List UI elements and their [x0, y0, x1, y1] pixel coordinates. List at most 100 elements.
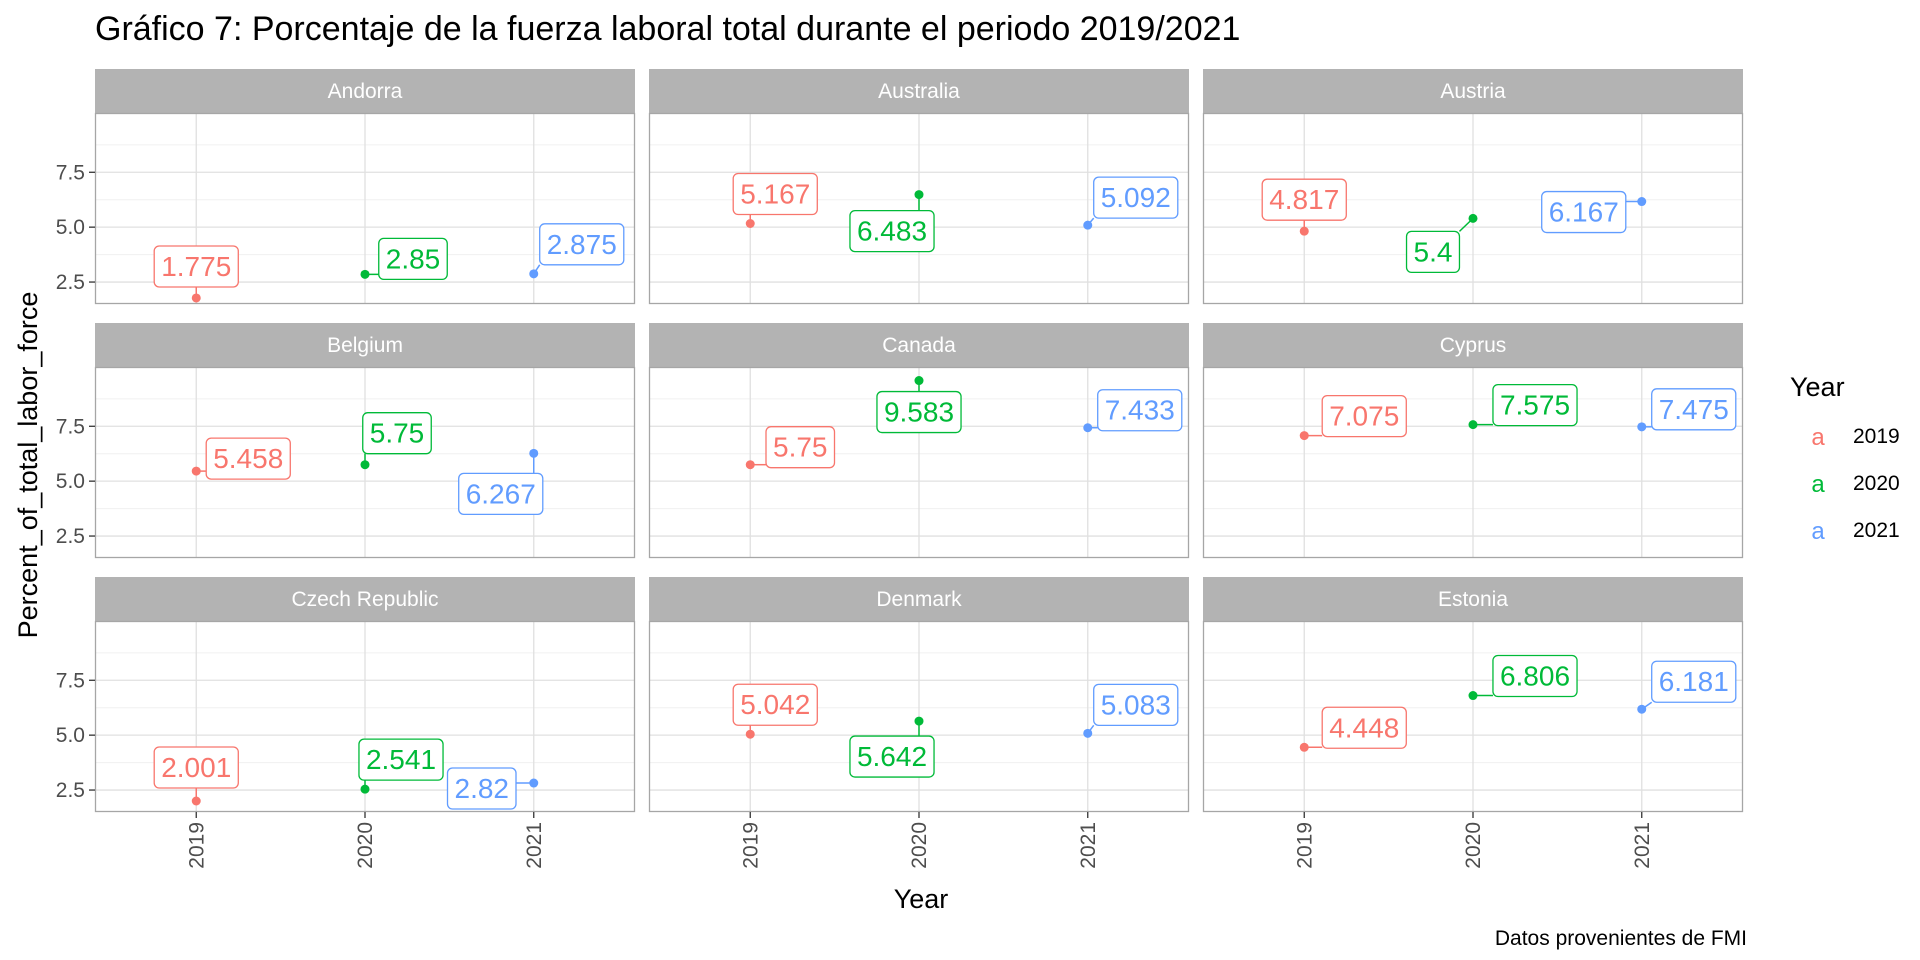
panel-border: [1202, 366, 1744, 559]
data-label-box: [446, 767, 517, 810]
data-label: 5.167: [740, 178, 810, 209]
data-label: 5.75: [773, 432, 828, 463]
data-label-box: [1321, 706, 1407, 749]
legend: Year a 2019 a 2020 a 2021: [1790, 372, 1900, 545]
chart-title: Gráfico 7: Porcentaje de la fuerza labor…: [95, 10, 1240, 48]
legend-title: Year: [1790, 372, 1845, 402]
data-label: 2.541: [366, 744, 436, 775]
chart-caption: Datos provenientes de FMI: [1495, 927, 1747, 950]
data-label-box: [1097, 389, 1183, 432]
data-label: 5.042: [740, 689, 810, 720]
label-connector: [1641, 701, 1653, 710]
data-label-box: [1093, 683, 1179, 726]
data-label: 5.4: [1414, 236, 1453, 267]
data-label: 2.85: [386, 243, 441, 274]
panel-border: [1202, 112, 1744, 305]
facet-strip-label: Austria: [1440, 80, 1506, 103]
data-label: 6.181: [1659, 666, 1729, 697]
facet-strip-label: Czech Republic: [291, 588, 438, 611]
panel-border: [648, 366, 1190, 559]
x-axis-title: Year: [894, 884, 949, 914]
data-label-box: [458, 472, 544, 515]
y-tick-label: 5.0: [56, 470, 85, 493]
facet-strip: [95, 323, 635, 367]
data-label-box: [1321, 394, 1407, 438]
facet-panel: Austria 4.817 5.4 6.167: [1202, 69, 1744, 305]
data-label-box: [378, 237, 448, 281]
data-label-box: [732, 172, 818, 216]
x-axis: 2019 2020 2021 2019 2020 2021 2019 2020 2021: [185, 812, 1654, 869]
data-label: 9.583: [884, 397, 954, 428]
facet-strip-label: Denmark: [876, 588, 962, 611]
facet-strip: [649, 69, 1189, 113]
data-label: 4.448: [1329, 712, 1399, 743]
legend-entry-label: 2019: [1853, 425, 1900, 448]
data-label: 1.775: [161, 251, 231, 282]
x-tick-label: 2019: [185, 822, 208, 869]
data-label: 6.806: [1500, 661, 1570, 692]
x-tick-label: 2020: [1462, 822, 1485, 869]
legend-key-icon: a: [1811, 424, 1825, 451]
facet-panel: Denmark 5.042 5.642 5.083: [648, 577, 1190, 813]
y-tick-label: 7.5: [56, 161, 85, 184]
facet-strip: [95, 69, 635, 113]
data-label: 2.82: [455, 773, 510, 804]
facet-panel: Canada 5.75 9.583 7.433: [648, 323, 1190, 559]
label-connector: [533, 264, 541, 275]
facet-panel: Estonia 4.448 6.806 6.181: [1202, 577, 1744, 813]
y-tick-label: 5.0: [56, 724, 85, 747]
facet-strip-label: Belgium: [327, 334, 403, 357]
data-label-box: [362, 412, 432, 455]
data-label-box: [876, 390, 962, 434]
label-connector: [1458, 217, 1474, 232]
data-label-box: [1261, 178, 1347, 221]
data-label: 6.483: [857, 216, 927, 247]
data-label: 2.875: [547, 229, 617, 260]
data-label: 5.083: [1101, 689, 1171, 720]
data-label: 2.001: [161, 752, 231, 783]
y-tick-label: 2.5: [56, 525, 85, 548]
data-label: 7.475: [1659, 394, 1729, 425]
data-label: 5.642: [857, 741, 927, 772]
facet-panel: Czech Republic 2.001 2.541 2.82: [94, 577, 636, 813]
data-label-box: [1492, 654, 1578, 698]
panel-border: [648, 620, 1190, 813]
y-tick-label: 7.5: [56, 415, 85, 438]
x-tick-label: 2020: [354, 822, 377, 869]
data-label: 5.75: [370, 418, 425, 449]
panel-border: [94, 620, 636, 813]
data-label-box: [1492, 383, 1578, 427]
facet-panel: Belgium 5.458 5.75 6.267: [94, 323, 636, 559]
panel-border: [94, 366, 636, 559]
facet-panels: Andorra 1.775 2.85 2.875 Australia 5.167 6.483…: [94, 69, 1744, 813]
y-tick-label: 2.5: [56, 779, 85, 802]
data-label-box: [539, 223, 625, 266]
data-label-box: [849, 209, 935, 253]
facet-strip-label: Andorra: [328, 80, 403, 103]
legend-key-icon: a: [1811, 518, 1825, 545]
y-axis-title: Percent_of_total_labor_force: [13, 292, 43, 639]
y-tick-label: 7.5: [56, 669, 85, 692]
data-label-box: [153, 746, 239, 789]
facet-strip: [649, 323, 1189, 367]
facet-strip-label: Canada: [882, 334, 956, 357]
data-label-box: [1541, 190, 1627, 234]
data-label: 5.092: [1101, 182, 1171, 213]
data-label-box: [1651, 388, 1737, 431]
x-tick-label: 2021: [1631, 822, 1654, 869]
panel-border: [94, 112, 636, 305]
data-label: 7.075: [1329, 401, 1399, 432]
legend-key-icon: a: [1811, 471, 1825, 498]
data-label-box: [765, 426, 836, 469]
legend-entry-label: 2021: [1853, 519, 1900, 542]
data-label-box: [1651, 660, 1737, 703]
facet-strip: [649, 577, 1189, 621]
facet-strip: [1203, 577, 1743, 621]
data-label-box: [732, 683, 818, 726]
x-tick-label: 2021: [523, 822, 546, 869]
legend-entry-label: 2020: [1853, 472, 1900, 495]
y-axis: 2.5 5.0 7.5 2.5 5.0 7.5 2.5 5.0 7.5: [56, 161, 95, 802]
data-label: 5.458: [213, 443, 283, 474]
facet-strip-label: Australia: [878, 80, 960, 103]
